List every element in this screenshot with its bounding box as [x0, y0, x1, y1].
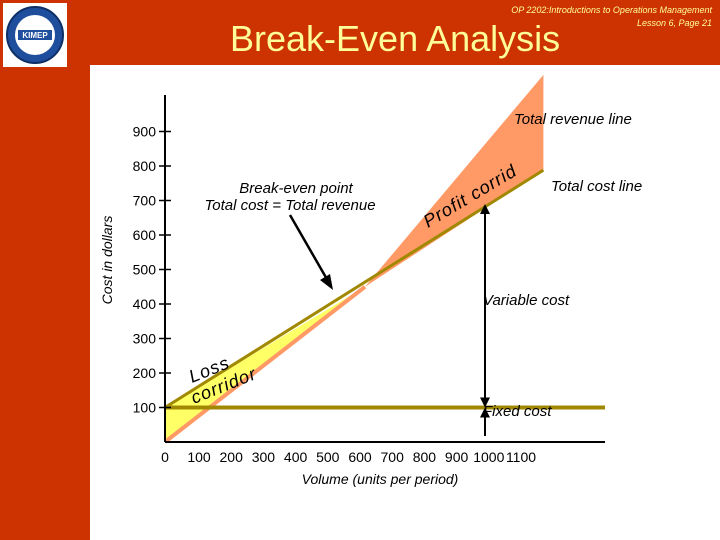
side-bar: [0, 65, 90, 540]
course-line-1: OP 2202:Introductions to Operations Mana…: [511, 5, 712, 15]
x-tick-label: 100: [187, 449, 211, 465]
y-tick-label: 700: [133, 193, 157, 209]
x-axis-title: Volume (units per period): [302, 471, 459, 487]
x-tick-label: 700: [381, 449, 405, 465]
y-tick-label: 500: [133, 262, 157, 278]
x-tick-label: 200: [220, 449, 244, 465]
x-tick-label: 900: [445, 449, 469, 465]
variable-cost-arrowhead-top: [480, 203, 490, 214]
x-tick-label: 800: [413, 449, 437, 465]
course-line-2: Lesson 6, Page 21: [636, 18, 712, 28]
y-axis-title: Cost in dollars: [99, 216, 115, 305]
logo-text: KIMEP: [22, 31, 48, 40]
x-tick-label: 0: [161, 449, 169, 465]
break-even-arrowhead: [320, 274, 333, 290]
x-tick-label: 1000: [473, 449, 504, 465]
break-even-arrow: [288, 214, 330, 282]
total-cost-label: Total cost line: [551, 178, 642, 195]
chart-annotations: Volume (units per period) Cost in dollars…: [0, 0, 642, 487]
chart-axes: [164, 95, 605, 443]
break-even-label-1: Break-even point: [239, 180, 353, 197]
x-tick-label: 600: [348, 449, 372, 465]
y-tick-label: 300: [133, 331, 157, 347]
y-tick-label: 800: [133, 158, 157, 174]
variable-cost-label: Variable cost: [483, 292, 570, 309]
x-tick-label: 400: [284, 449, 308, 465]
y-tick-label: 200: [133, 365, 157, 381]
chart-ticks: 100 200 300 400 500 600 700 800 900 0 100 200 300 400…: [133, 124, 537, 466]
course-note: OP 2202:Introductions to Operations Mana…: [511, 4, 712, 30]
slide-title: Break-Even Analysis: [230, 18, 561, 59]
x-tick-label: 1100: [506, 449, 536, 465]
y-tick-label: 400: [133, 296, 157, 312]
x-tick-label: 500: [316, 449, 340, 465]
total-revenue-line: [163, 285, 367, 444]
chart-lines: [163, 168, 605, 444]
y-tick-label: 600: [133, 227, 157, 243]
revenue-label: Total revenue line: [514, 111, 632, 128]
variable-cost-arrowhead-bottom: [480, 397, 490, 408]
y-tick-label: 900: [133, 124, 157, 140]
y-tick-label: 100: [133, 400, 157, 416]
fixed-cost-arrowhead-top: [480, 407, 490, 418]
total-cost-line: [164, 168, 545, 409]
profit-corridor-region: [365, 74, 544, 287]
fixed-cost-label: Fixed cost: [483, 403, 552, 420]
x-tick-label: 300: [252, 449, 276, 465]
break-even-label-2: Total cost = Total revenue: [204, 197, 375, 214]
university-logo-icon: KIMEP: [3, 3, 67, 67]
header-bar: [0, 0, 720, 65]
